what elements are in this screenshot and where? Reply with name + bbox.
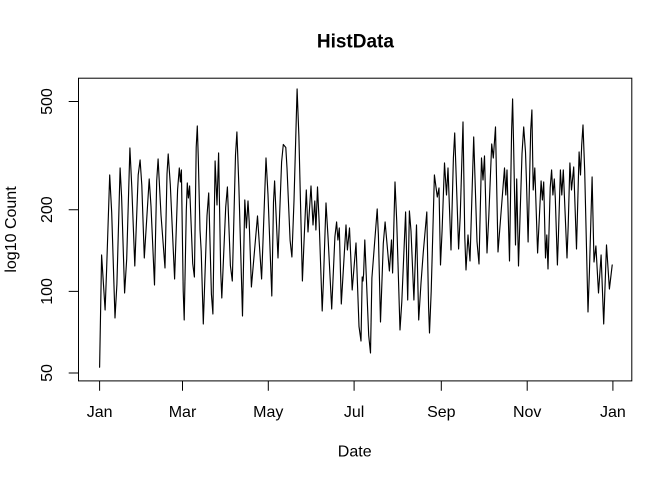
- svg-text:Jul: Jul: [344, 404, 364, 421]
- svg-text:200: 200: [39, 196, 56, 223]
- svg-text:Sep: Sep: [427, 404, 456, 421]
- svg-text:50: 50: [39, 364, 56, 382]
- svg-text:HistData: HistData: [317, 32, 395, 53]
- svg-text:Date: Date: [338, 444, 372, 461]
- svg-text:May: May: [253, 404, 283, 421]
- svg-text:Nov: Nov: [513, 404, 541, 421]
- svg-text:Mar: Mar: [169, 404, 197, 421]
- svg-text:100: 100: [39, 278, 56, 305]
- svg-text:500: 500: [39, 88, 56, 115]
- svg-text:Jan: Jan: [87, 404, 113, 421]
- svg-text:Jan: Jan: [600, 404, 626, 421]
- svg-text:log10 Count: log10 Count: [3, 186, 20, 273]
